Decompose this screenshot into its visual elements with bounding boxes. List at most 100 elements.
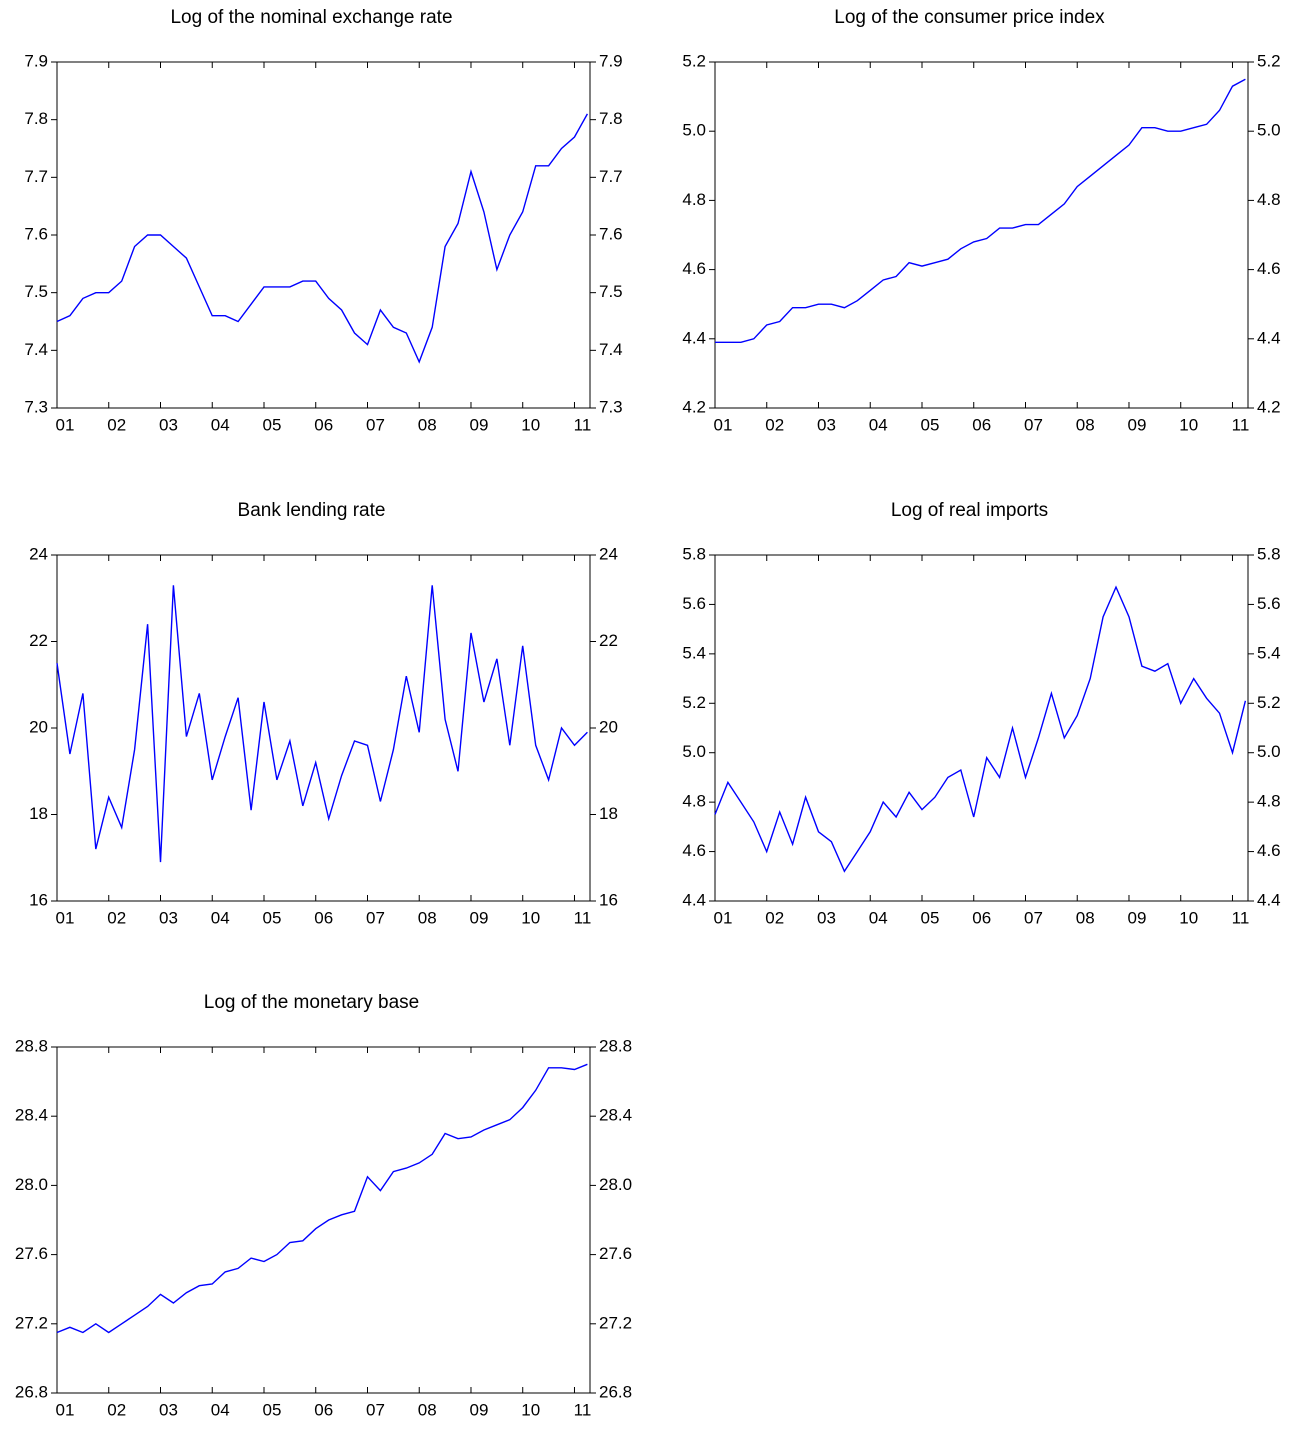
y2-tick-label: 5.0 xyxy=(1257,121,1281,140)
x-tick-label: 11 xyxy=(574,908,592,927)
y2-tick-label: 28.8 xyxy=(599,1036,632,1055)
plot-frame xyxy=(714,554,1249,902)
x-tick-label: 02 xyxy=(107,908,126,927)
x-tick-label: 05 xyxy=(263,1400,282,1419)
y2-tick-label: 22 xyxy=(599,631,618,650)
y2-tick-label: 7.4 xyxy=(599,340,623,359)
y2-tick-label: 7.7 xyxy=(599,167,623,186)
chart-title: Log of the monetary base xyxy=(204,992,419,1013)
chart-title: Bank lending rate xyxy=(238,500,386,521)
x-tick-label: 01 xyxy=(56,1400,75,1419)
y-tick-label: 26.8 xyxy=(15,1382,48,1401)
y2-tick-label: 5.2 xyxy=(1257,693,1281,712)
data-line xyxy=(56,113,589,364)
chart-title: Log of the consumer price index xyxy=(834,7,1105,28)
y2-tick-label: 26.8 xyxy=(599,1382,632,1401)
y2-tick-label: 4.8 xyxy=(1257,190,1281,209)
y2-tick-label: 4.2 xyxy=(1257,397,1281,416)
y-tick-label: 4.4 xyxy=(682,890,706,909)
y-tick-label: 28.8 xyxy=(15,1036,48,1055)
x-tick-label: 05 xyxy=(921,908,940,927)
x-tick-label: 07 xyxy=(366,908,385,927)
panel: Log of real imports 4.4 4.4 4.6 4.6 4.8 4.8 5.0… xyxy=(682,500,1280,927)
y2-tick-label: 18 xyxy=(599,804,618,823)
data-line xyxy=(56,1063,588,1334)
y-tick-label: 5.0 xyxy=(682,742,706,761)
x-tick-label: 08 xyxy=(418,1400,437,1419)
data-line xyxy=(56,585,588,863)
x-tick-label: 03 xyxy=(159,908,178,927)
y2-tick-label: 28.4 xyxy=(599,1106,632,1125)
x-tick-label: 04 xyxy=(211,1400,230,1419)
x-tick-label: 09 xyxy=(1128,415,1147,434)
x-tick-label: 06 xyxy=(972,908,991,927)
panel: Log of the monetary base 26.8 26.8 27.2 27.2… xyxy=(15,992,632,1419)
y-tick-label: 4.6 xyxy=(682,841,706,860)
x-tick-label: 04 xyxy=(211,415,230,434)
x-tick-label: 09 xyxy=(470,908,489,927)
y2-tick-label: 5.0 xyxy=(1257,742,1281,761)
y2-tick-label: 7.9 xyxy=(599,51,623,70)
y-tick-label: 4.6 xyxy=(682,259,706,278)
x-tick-label: 06 xyxy=(314,1400,333,1419)
chart-title: Log of the nominal exchange rate xyxy=(170,7,452,28)
panel: Bank lending rate 16 16 18 18 20 20 22 22 24 24 01 0… xyxy=(29,500,618,927)
x-tick-label: 09 xyxy=(470,1400,489,1419)
x-tick-label: 07 xyxy=(1024,908,1043,927)
data-line xyxy=(714,585,1247,873)
x-tick-label: 10 xyxy=(1179,908,1198,927)
data-line xyxy=(715,78,1246,343)
y2-tick-label: 7.3 xyxy=(599,397,623,416)
x-tick-label: 10 xyxy=(1179,415,1198,434)
y-tick-label: 7.5 xyxy=(24,282,48,301)
x-tick-label: 04 xyxy=(869,415,888,434)
x-tick-label: 02 xyxy=(765,908,784,927)
panel: Log of the consumer price index 4.2 4.2 4.4… xyxy=(682,7,1280,434)
x-tick-label: 02 xyxy=(765,415,784,434)
x-tick-label: 04 xyxy=(869,908,888,927)
y2-tick-label: 4.6 xyxy=(1257,259,1281,278)
y2-tick-label: 4.4 xyxy=(1257,328,1281,347)
x-tick-label: 07 xyxy=(366,415,385,434)
y-tick-label: 20 xyxy=(29,717,48,736)
panel: Log of the nominal exchange rate 7.3 7.3 7.… xyxy=(24,7,622,434)
y-tick-label: 4.4 xyxy=(682,328,706,347)
x-tick-label: 11 xyxy=(574,1400,592,1419)
x-tick-label: 08 xyxy=(418,415,437,434)
y-tick-label: 5.2 xyxy=(682,693,706,712)
x-tick-label: 07 xyxy=(1024,415,1043,434)
x-tick-label: 10 xyxy=(521,908,540,927)
y-tick-label: 7.3 xyxy=(24,397,48,416)
x-tick-label: 01 xyxy=(714,908,733,927)
y2-tick-label: 4.4 xyxy=(1257,890,1281,909)
y-tick-label: 5.0 xyxy=(682,121,706,140)
x-tick-label: 11 xyxy=(1232,415,1250,434)
y-tick-label: 5.8 xyxy=(682,544,706,563)
x-tick-label: 02 xyxy=(107,415,126,434)
y-tick-label: 7.9 xyxy=(24,51,48,70)
y2-tick-label: 27.6 xyxy=(599,1244,632,1263)
y2-tick-label: 16 xyxy=(599,890,618,909)
x-tick-label: 11 xyxy=(1232,908,1250,927)
y2-tick-label: 4.8 xyxy=(1257,792,1281,811)
x-tick-label: 08 xyxy=(418,908,437,927)
y-tick-label: 22 xyxy=(29,631,48,650)
y-tick-label: 7.7 xyxy=(24,167,48,186)
y-tick-label: 5.4 xyxy=(682,643,706,662)
x-tick-label: 01 xyxy=(714,415,733,434)
x-tick-label: 03 xyxy=(817,908,836,927)
y-tick-label: 5.2 xyxy=(682,51,706,70)
y-tick-label: 24 xyxy=(29,544,48,563)
y2-tick-label: 5.8 xyxy=(1257,544,1281,563)
y-tick-label: 4.2 xyxy=(682,397,706,416)
y2-tick-label: 24 xyxy=(599,544,618,563)
x-tick-label: 03 xyxy=(817,415,836,434)
x-tick-label: 06 xyxy=(314,415,333,434)
y-tick-label: 4.8 xyxy=(682,792,706,811)
y-tick-label: 16 xyxy=(29,890,48,909)
y2-tick-label: 4.6 xyxy=(1257,841,1281,860)
y2-tick-label: 27.2 xyxy=(599,1313,632,1332)
x-tick-label: 05 xyxy=(921,415,940,434)
